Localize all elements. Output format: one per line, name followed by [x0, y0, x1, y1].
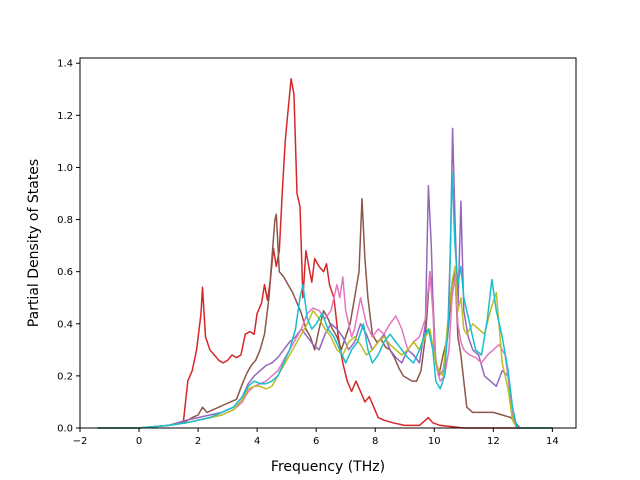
x-axis-label: Frequency (THz)	[271, 459, 385, 475]
y-axis-label: Partial Density of States	[26, 159, 42, 327]
y-tick-label: 0.8	[57, 215, 73, 226]
axes-frame	[79, 57, 577, 429]
y-ticks: 0.0 0.2 0.4 0.6 0.8 1.0 1.2 1.4	[57, 59, 80, 435]
series-line-4	[97, 270, 553, 429]
series-line-1	[97, 78, 553, 429]
y-tick-label: 0.4	[57, 319, 73, 330]
y-tick-label: 0.0	[57, 424, 73, 435]
series-line-3	[97, 127, 553, 429]
series-line-2	[97, 197, 553, 429]
x-ticks: −2 0 2 4 6 8 10 12 14	[73, 428, 559, 447]
x-tick-label: 2	[195, 436, 201, 447]
x-tick-label: 6	[313, 436, 319, 447]
x-tick-label: 4	[254, 436, 260, 447]
series-line-6	[97, 171, 553, 429]
x-tick-label: 10	[428, 436, 441, 447]
x-tick-label: −2	[73, 436, 88, 447]
y-tick-label: 1.4	[57, 59, 73, 70]
x-tick-label: 8	[372, 436, 378, 447]
y-tick-label: 1.0	[57, 163, 73, 174]
y-tick-label: 0.2	[57, 371, 73, 382]
x-tick-label: 14	[546, 436, 559, 447]
y-tick-label: 1.2	[57, 111, 73, 122]
series-layer	[97, 78, 553, 429]
x-tick-label: 12	[487, 436, 500, 447]
series-line-5	[97, 265, 553, 429]
y-tick-label: 0.6	[57, 267, 73, 278]
x-tick-label: 0	[136, 436, 142, 447]
